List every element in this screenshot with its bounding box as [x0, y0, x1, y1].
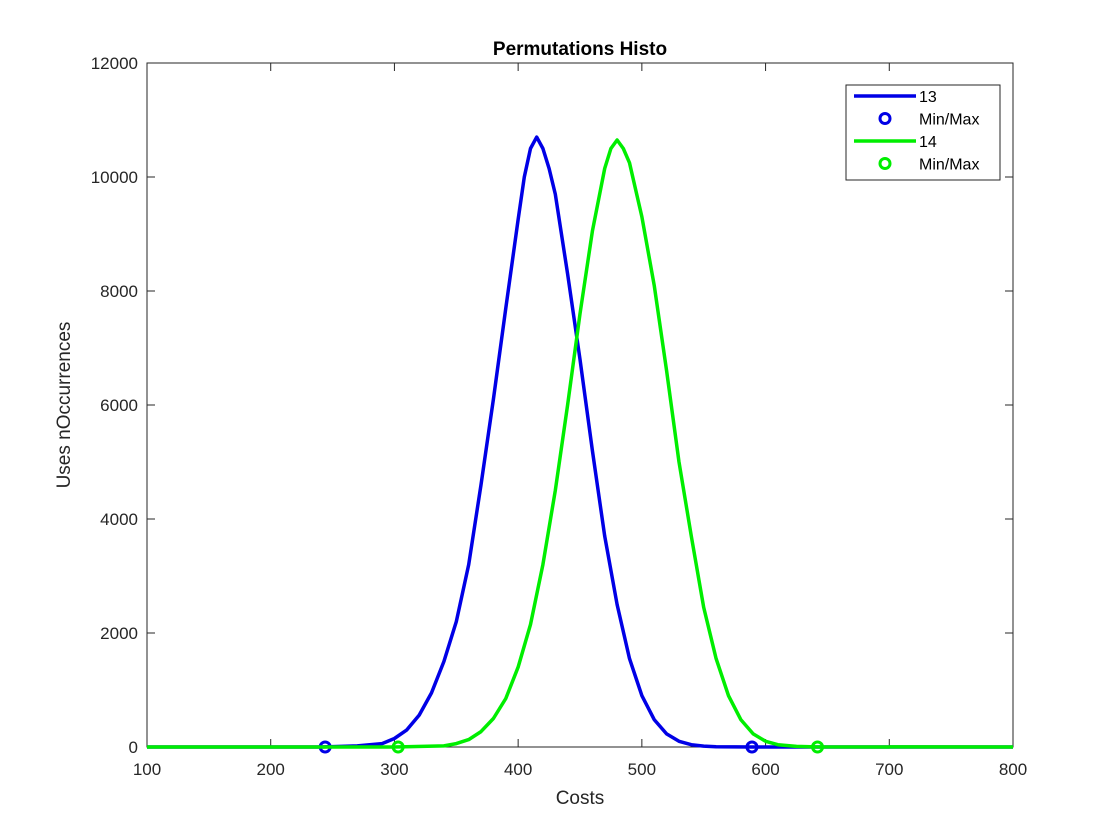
minmax-marker-1 [745, 740, 759, 754]
legend-entry-label: Min/Max [919, 112, 979, 129]
y-axis-label: Uses nOccurrences [54, 322, 75, 489]
legend: 13 Min/Max 14 Min/Max [845, 84, 1001, 181]
series-layer [147, 135, 1014, 754]
x-tick-label: 800 [999, 760, 1027, 779]
legend-entry-label: Min/Max [919, 157, 979, 174]
legend-marker-swatch [878, 157, 892, 170]
legend-box [845, 84, 1001, 181]
legend-entry-label: 13 [919, 89, 937, 106]
x-tick-label: 600 [751, 760, 779, 779]
axis-ticks: 100 200 300 400 500 600 700 8000200040006000800… [91, 54, 1027, 779]
y-tick-label: 2000 [100, 624, 138, 643]
x-tick-label: 300 [380, 760, 408, 779]
legend-entry-label: 14 [919, 134, 937, 151]
x-tick-label: 400 [504, 760, 532, 779]
y-tick-label: 10000 [91, 168, 138, 187]
x-tick-label: 200 [257, 760, 285, 779]
series-line-14 [147, 138, 1014, 749]
chart-title: Permutations Histo [493, 39, 667, 60]
minmax-marker-3 [391, 740, 405, 754]
y-tick-label: 6000 [100, 396, 138, 415]
y-tick-label: 0 [129, 738, 138, 757]
y-tick-label: 4000 [100, 510, 138, 529]
y-tick-label: 8000 [100, 282, 138, 301]
x-tick-label: 500 [628, 760, 656, 779]
y-tick-label: 12000 [91, 54, 138, 73]
x-tick-label: 700 [875, 760, 903, 779]
minmax-marker-3 [811, 740, 825, 754]
legend-marker-swatch [878, 112, 892, 125]
series-line-13 [147, 135, 1013, 749]
x-axis-label: Costs [556, 788, 605, 809]
x-tick-label: 100 [133, 760, 161, 779]
